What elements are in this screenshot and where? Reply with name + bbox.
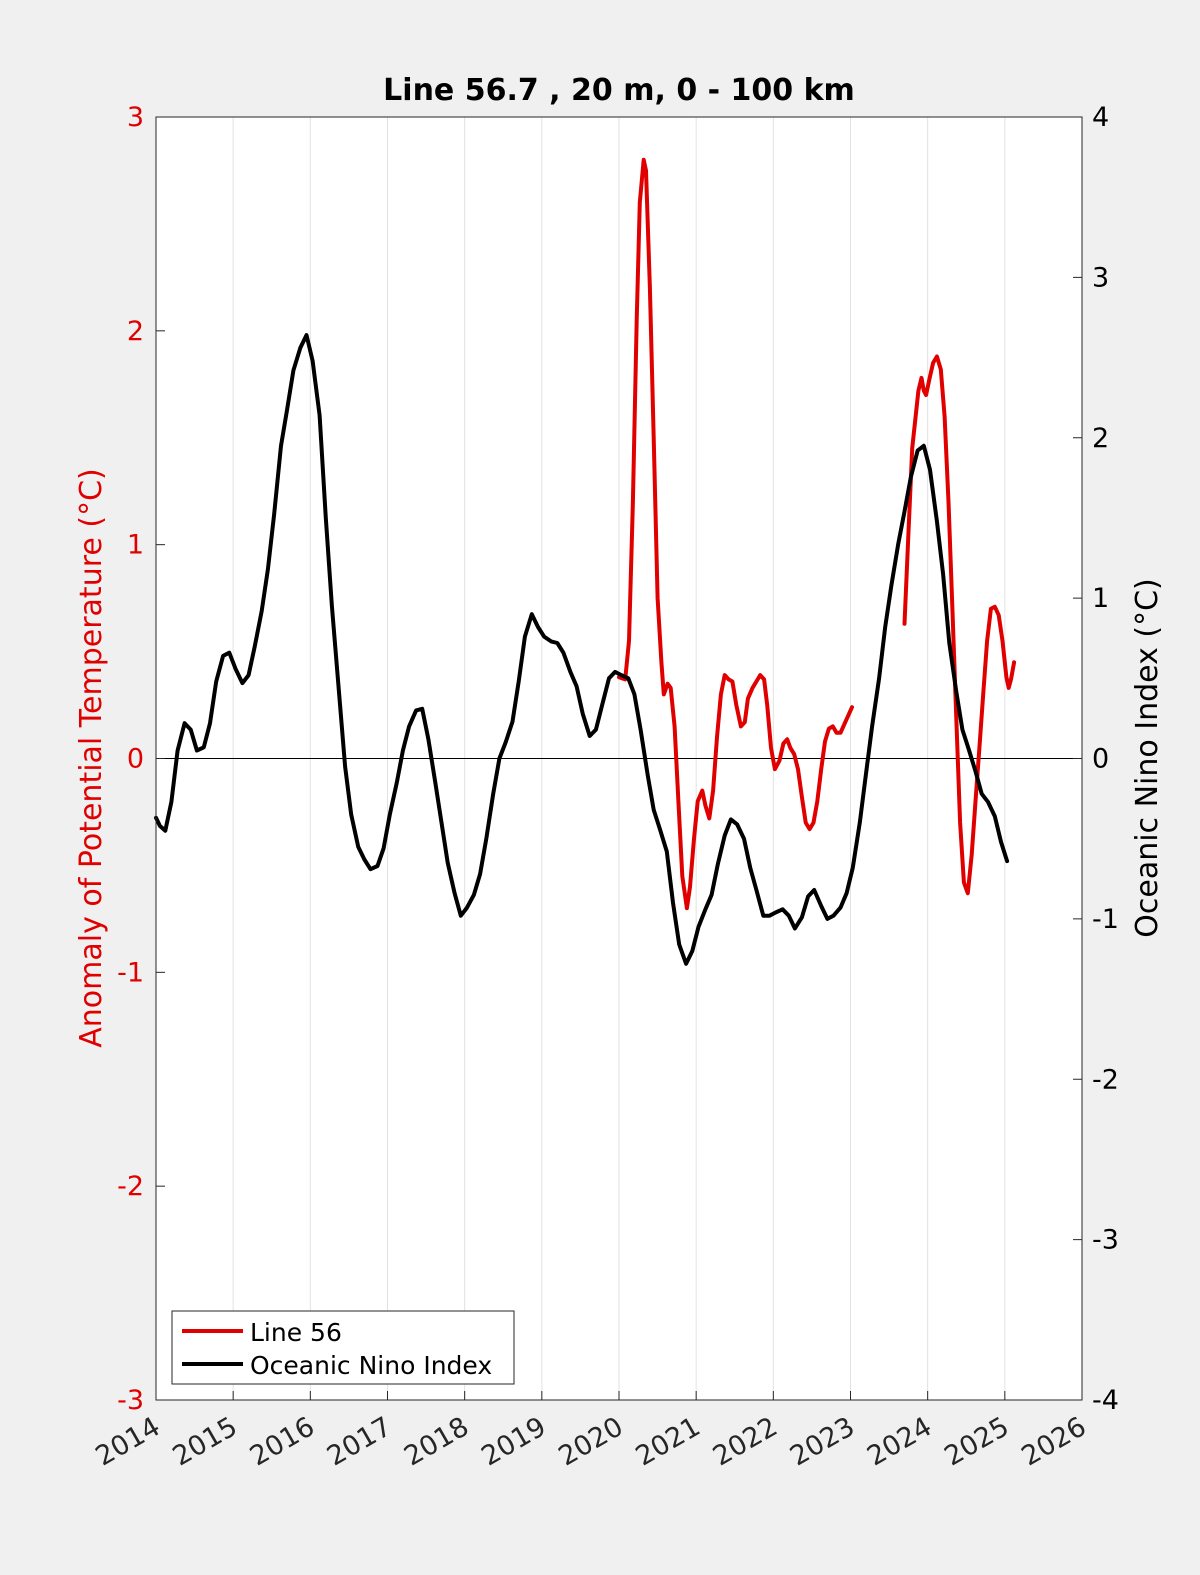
left-tick-label: 1 [127, 530, 144, 561]
right-tick-label: 4 [1092, 102, 1109, 133]
series-line-line56 [617, 157, 854, 911]
left-tick-label: -1 [117, 957, 144, 988]
left-y-axis: 3 2 1 0 -1 -2 -3 [117, 102, 165, 1416]
legend: Line 56 Oceanic Nino Index [171, 1310, 515, 1385]
left-tick-label: -2 [117, 1171, 144, 1202]
right-tick-label: 1 [1092, 583, 1109, 614]
series-line-line56 [902, 354, 1017, 896]
left-tick-label: 2 [127, 316, 144, 347]
left-tick-label: 0 [127, 744, 144, 775]
legend-label-line56: Line 56 [250, 1318, 342, 1347]
right-tick-label: -4 [1092, 1385, 1119, 1416]
legend-label-oni: Oceanic Nino Index [250, 1351, 492, 1380]
left-tick-label: -3 [117, 1385, 144, 1416]
series-line-oni [154, 333, 1010, 966]
left-tick-label: 3 [127, 102, 144, 133]
right-y-axis: 4 3 2 1 0 -1 -2 -3 -4 [1073, 102, 1119, 1416]
series-lines [154, 157, 1017, 966]
legend-box [171, 1310, 515, 1385]
left-axis-label: Anomaly of Potential Temperature (°C) [74, 468, 109, 1047]
right-tick-label: -3 [1092, 1225, 1119, 1256]
right-tick-label: 0 [1092, 744, 1109, 775]
right-tick-label: 2 [1092, 423, 1109, 454]
right-axis-label: Oceanic Nino Index (°C) [1130, 578, 1165, 938]
right-tick-label: -1 [1092, 904, 1119, 935]
chart-title: Line 56.7 , 20 m, 0 - 100 km [383, 73, 855, 108]
right-tick-label: 3 [1092, 262, 1109, 293]
right-tick-label: -2 [1092, 1064, 1119, 1095]
